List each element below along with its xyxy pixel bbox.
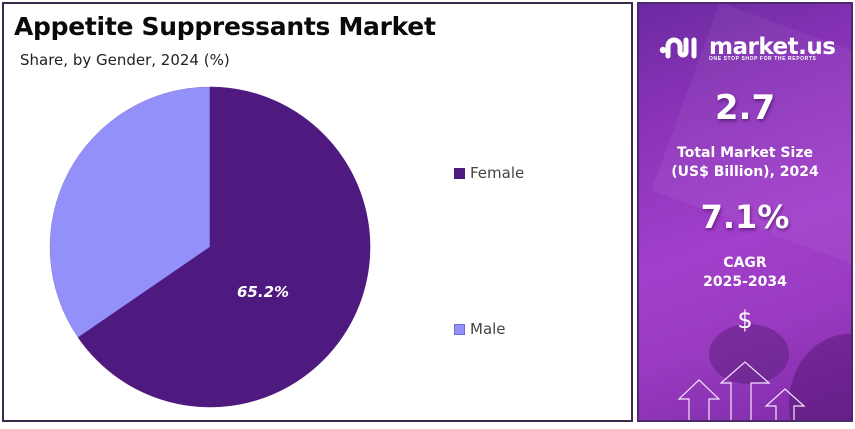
cagr-label: CAGR xyxy=(723,255,767,271)
brand-name: market.us xyxy=(709,33,836,60)
cagr-period: 2025-2034 xyxy=(703,274,787,290)
legend-item-female[interactable]: Female xyxy=(454,164,524,182)
growth-arrows-icon xyxy=(677,361,806,420)
background-decoration xyxy=(709,324,789,384)
chart-panel: Appetite Suppressants Market Share, by G… xyxy=(2,2,633,422)
pie-label-female: 65.2% xyxy=(237,283,290,301)
summary-panel: market.us ONE STOP SHOP FOR THE REPORTS … xyxy=(637,2,853,422)
chart-title: Appetite Suppressants Market xyxy=(14,12,436,41)
pie-slice-male[interactable] xyxy=(49,86,211,338)
market-size-value: 2.7 xyxy=(714,88,776,128)
chart-subtitle: Share, by Gender, 2024 (%) xyxy=(20,51,230,69)
pie-slice-female[interactable] xyxy=(77,86,371,408)
dollar-icon: $ xyxy=(737,306,753,334)
legend-item-male[interactable]: Male xyxy=(454,320,506,338)
legend-label-female: Female xyxy=(470,164,525,182)
market-size-label-line1: Total Market Size xyxy=(677,145,813,161)
market-size-label-line2: (US$ Billion), 2024 xyxy=(671,164,819,180)
legend-swatch-female xyxy=(454,167,465,179)
legend-label-male: Male xyxy=(470,320,506,338)
market-us-logo-icon xyxy=(659,37,697,59)
pie-chart xyxy=(49,86,371,408)
legend-swatch-male xyxy=(454,323,465,335)
brand-tagline: ONE STOP SHOP FOR THE REPORTS xyxy=(709,56,817,62)
cagr-value: 7.1% xyxy=(700,198,790,236)
brand-logo: market.us ONE STOP SHOP FOR THE REPORTS xyxy=(659,33,836,62)
